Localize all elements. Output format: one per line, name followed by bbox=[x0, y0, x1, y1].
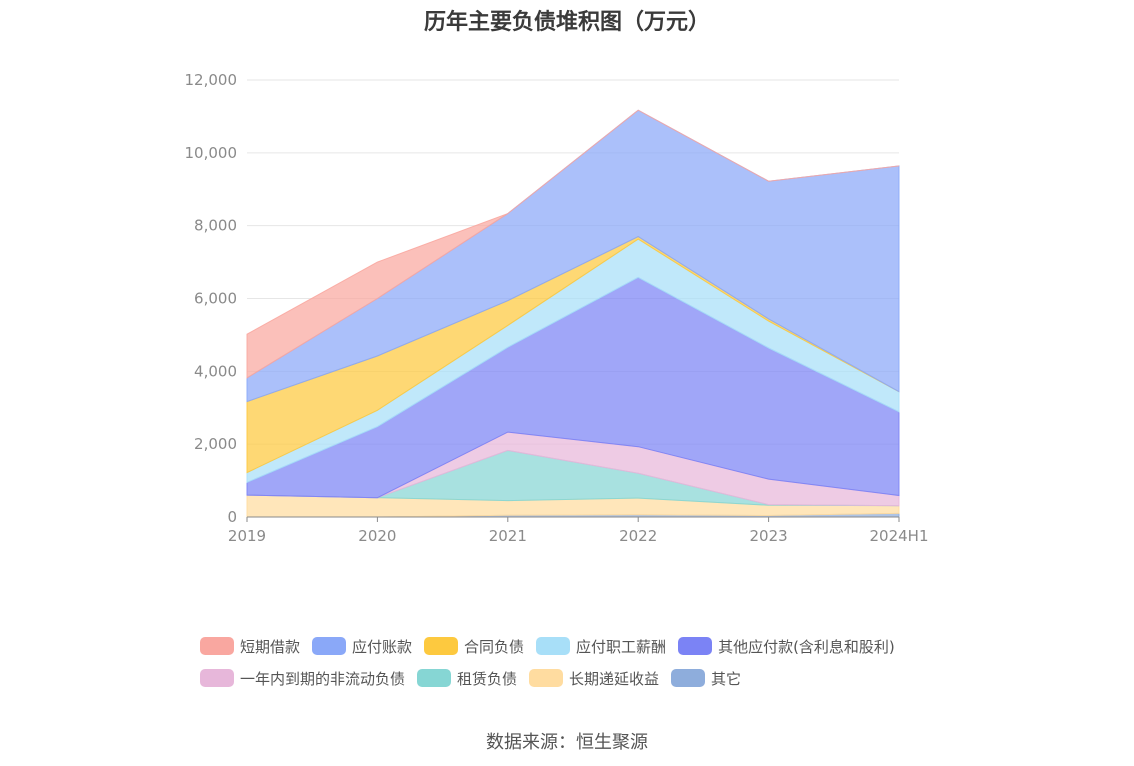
legend-label: 租赁负债 bbox=[457, 669, 518, 688]
legend-item[interactable]: 短期借款 bbox=[200, 636, 300, 657]
legend-item[interactable]: 其他应付款(含利息和股利) bbox=[678, 636, 895, 657]
area-layer bbox=[246, 109, 900, 518]
legend-label: 其他应付款(含利息和股利) bbox=[718, 637, 895, 656]
legend-label: 合同负债 bbox=[464, 637, 525, 656]
legend: 短期借款 应付账款 合同负债 应付职工薪酬 其他应付款(含利息和股利) 一年内到期的非流… bbox=[200, 630, 980, 694]
legend-row: 一年内到期的非流动负债 租赁负债 长期递延收益 其它 bbox=[200, 662, 980, 694]
x-tick-label: 2019 bbox=[228, 527, 266, 545]
legend-swatch bbox=[529, 669, 564, 687]
x-tick-label: 2021 bbox=[489, 527, 527, 545]
data-source: 数据来源：恒生聚源 bbox=[486, 732, 648, 753]
y-tick-label: 0 bbox=[227, 508, 237, 526]
legend-label: 其它 bbox=[711, 669, 742, 688]
legend-swatch bbox=[200, 669, 234, 687]
legend-item[interactable]: 其它 bbox=[671, 668, 741, 689]
y-tick-label: 4,000 bbox=[194, 362, 237, 380]
x-tick-label: 2023 bbox=[750, 527, 788, 545]
chart-title: 历年主要负债堆积图（万元） bbox=[423, 10, 710, 35]
legend-item[interactable]: 应付账款 bbox=[312, 636, 412, 657]
legend-swatch bbox=[424, 637, 459, 655]
y-tick-label: 2,000 bbox=[194, 435, 237, 453]
area-chart: 0 2,000 4,000 6,000 8,000 10,000 12,000 2019 202… bbox=[185, 71, 929, 545]
legend-item[interactable]: 应付职工薪酬 bbox=[536, 636, 666, 657]
legend-label: 一年内到期的非流动负债 bbox=[240, 669, 406, 688]
legend-label: 长期递延收益 bbox=[569, 669, 660, 688]
x-tick-label: 2024H1 bbox=[870, 527, 929, 545]
x-tick-label: 2020 bbox=[358, 527, 396, 545]
legend-swatch bbox=[312, 637, 347, 655]
legend-swatch bbox=[671, 669, 706, 687]
y-tick-label: 8,000 bbox=[194, 217, 237, 235]
legend-label: 应付账款 bbox=[352, 637, 413, 656]
legend-item[interactable]: 租赁负债 bbox=[417, 668, 517, 689]
y-tick-label: 6,000 bbox=[194, 290, 237, 308]
legend-item[interactable]: 合同负债 bbox=[424, 636, 524, 657]
legend-item[interactable]: 一年内到期的非流动负债 bbox=[200, 668, 405, 689]
legend-label: 短期借款 bbox=[240, 637, 301, 656]
legend-item[interactable]: 长期递延收益 bbox=[529, 668, 659, 689]
legend-swatch bbox=[200, 637, 234, 655]
axis-layer: 0 2,000 4,000 6,000 8,000 10,000 12,000 2019 202… bbox=[185, 71, 929, 545]
legend-label: 应付职工薪酬 bbox=[576, 637, 667, 656]
x-tick-label: 2022 bbox=[619, 527, 657, 545]
y-tick-label: 12,000 bbox=[185, 71, 238, 89]
legend-swatch bbox=[417, 669, 452, 687]
legend-swatch bbox=[678, 637, 713, 655]
y-tick-label: 10,000 bbox=[185, 144, 238, 162]
series-area bbox=[246, 109, 900, 379]
legend-row: 短期借款 应付账款 合同负债 应付职工薪酬 其他应付款(含利息和股利) bbox=[200, 630, 980, 662]
legend-swatch bbox=[536, 637, 571, 655]
